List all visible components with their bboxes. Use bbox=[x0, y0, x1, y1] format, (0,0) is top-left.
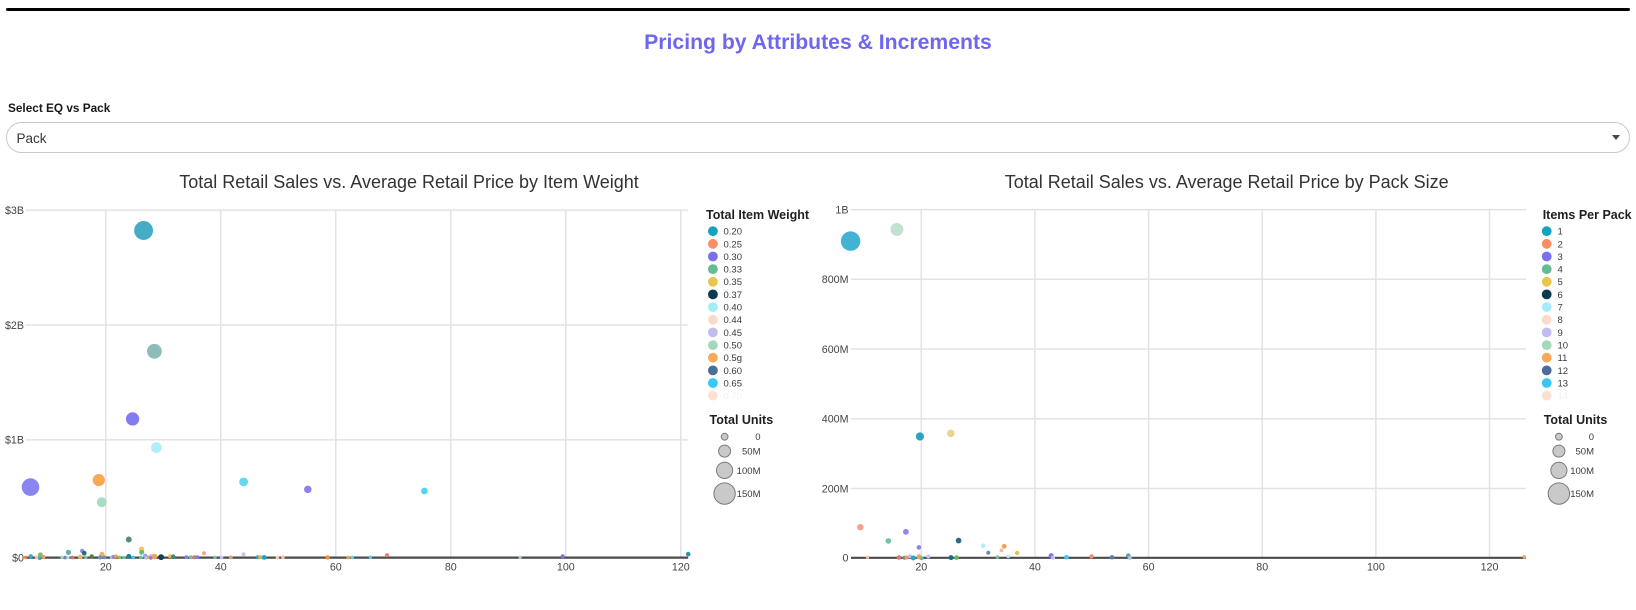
svg-text:Total Units: Total Units bbox=[1544, 413, 1608, 427]
svg-text:100M: 100M bbox=[737, 466, 761, 477]
svg-text:4: 4 bbox=[1558, 265, 1563, 276]
svg-text:$1B: $1B bbox=[5, 435, 24, 447]
svg-text:$0: $0 bbox=[12, 552, 24, 564]
svg-text:20: 20 bbox=[915, 562, 927, 574]
svg-text:0.25: 0.25 bbox=[724, 239, 743, 250]
svg-text:7: 7 bbox=[1558, 303, 1563, 314]
svg-text:400M: 400M bbox=[822, 414, 849, 426]
svg-text:$2B: $2B bbox=[5, 320, 24, 332]
svg-text:100: 100 bbox=[1367, 562, 1385, 574]
svg-text:800M: 800M bbox=[822, 274, 849, 286]
svg-text:Total Item Weight: Total Item Weight bbox=[706, 208, 810, 222]
svg-text:150M: 150M bbox=[737, 489, 761, 500]
svg-text:Total Retail Sales vs. Average: Total Retail Sales vs. Average Retail Pr… bbox=[179, 172, 639, 192]
svg-text:100: 100 bbox=[557, 562, 575, 574]
svg-text:8: 8 bbox=[1558, 315, 1563, 326]
svg-text:20: 20 bbox=[100, 562, 112, 574]
svg-text:Items Per Pack: Items Per Pack bbox=[1543, 208, 1632, 222]
svg-text:0.60: 0.60 bbox=[724, 366, 743, 377]
svg-text:$3B: $3B bbox=[5, 205, 24, 217]
svg-text:11: 11 bbox=[1558, 353, 1568, 364]
svg-text:0.35: 0.35 bbox=[724, 277, 743, 288]
svg-text:0.70: 0.70 bbox=[724, 391, 743, 402]
svg-text:3: 3 bbox=[1558, 252, 1563, 263]
svg-text:Total Units: Total Units bbox=[710, 413, 774, 427]
svg-text:2: 2 bbox=[1558, 239, 1563, 250]
svg-text:60: 60 bbox=[1143, 562, 1155, 574]
svg-text:12: 12 bbox=[1558, 366, 1569, 377]
svg-text:Total Retail Sales vs. Average: Total Retail Sales vs. Average Retail Pr… bbox=[1005, 172, 1449, 192]
svg-text:0.44: 0.44 bbox=[724, 315, 743, 326]
svg-text:0: 0 bbox=[755, 432, 760, 443]
svg-text:1B: 1B bbox=[835, 204, 848, 216]
svg-text:150M: 150M bbox=[1570, 489, 1594, 500]
svg-text:40: 40 bbox=[215, 562, 227, 574]
svg-text:100M: 100M bbox=[1570, 466, 1594, 477]
svg-text:0: 0 bbox=[843, 553, 849, 565]
svg-text:40: 40 bbox=[1029, 562, 1041, 574]
svg-text:80: 80 bbox=[1256, 562, 1268, 574]
svg-text:60: 60 bbox=[330, 562, 342, 574]
svg-text:10: 10 bbox=[1558, 340, 1569, 351]
svg-text:0.45: 0.45 bbox=[724, 328, 743, 339]
svg-text:200M: 200M bbox=[822, 483, 849, 495]
svg-text:1: 1 bbox=[1558, 227, 1563, 238]
svg-text:0.65: 0.65 bbox=[724, 378, 743, 389]
svg-text:14: 14 bbox=[1558, 391, 1569, 402]
svg-text:0.33: 0.33 bbox=[724, 265, 743, 276]
svg-text:0.37: 0.37 bbox=[724, 290, 743, 301]
svg-text:80: 80 bbox=[445, 562, 457, 574]
svg-text:0.20: 0.20 bbox=[724, 227, 743, 238]
svg-text:0.50: 0.50 bbox=[724, 340, 743, 351]
svg-text:50M: 50M bbox=[1576, 447, 1595, 458]
svg-text:50M: 50M bbox=[742, 447, 761, 458]
svg-text:9: 9 bbox=[1558, 328, 1563, 339]
svg-text:120: 120 bbox=[1481, 562, 1499, 574]
svg-text:13: 13 bbox=[1558, 378, 1569, 389]
svg-text:0.30: 0.30 bbox=[724, 252, 743, 263]
svg-text:0.5g: 0.5g bbox=[724, 353, 743, 364]
svg-text:6: 6 bbox=[1558, 290, 1563, 301]
svg-text:120: 120 bbox=[672, 562, 690, 574]
svg-text:5: 5 bbox=[1558, 277, 1563, 288]
svg-text:0: 0 bbox=[1589, 432, 1594, 443]
svg-text:600M: 600M bbox=[822, 344, 849, 356]
svg-text:0.40: 0.40 bbox=[724, 303, 743, 314]
